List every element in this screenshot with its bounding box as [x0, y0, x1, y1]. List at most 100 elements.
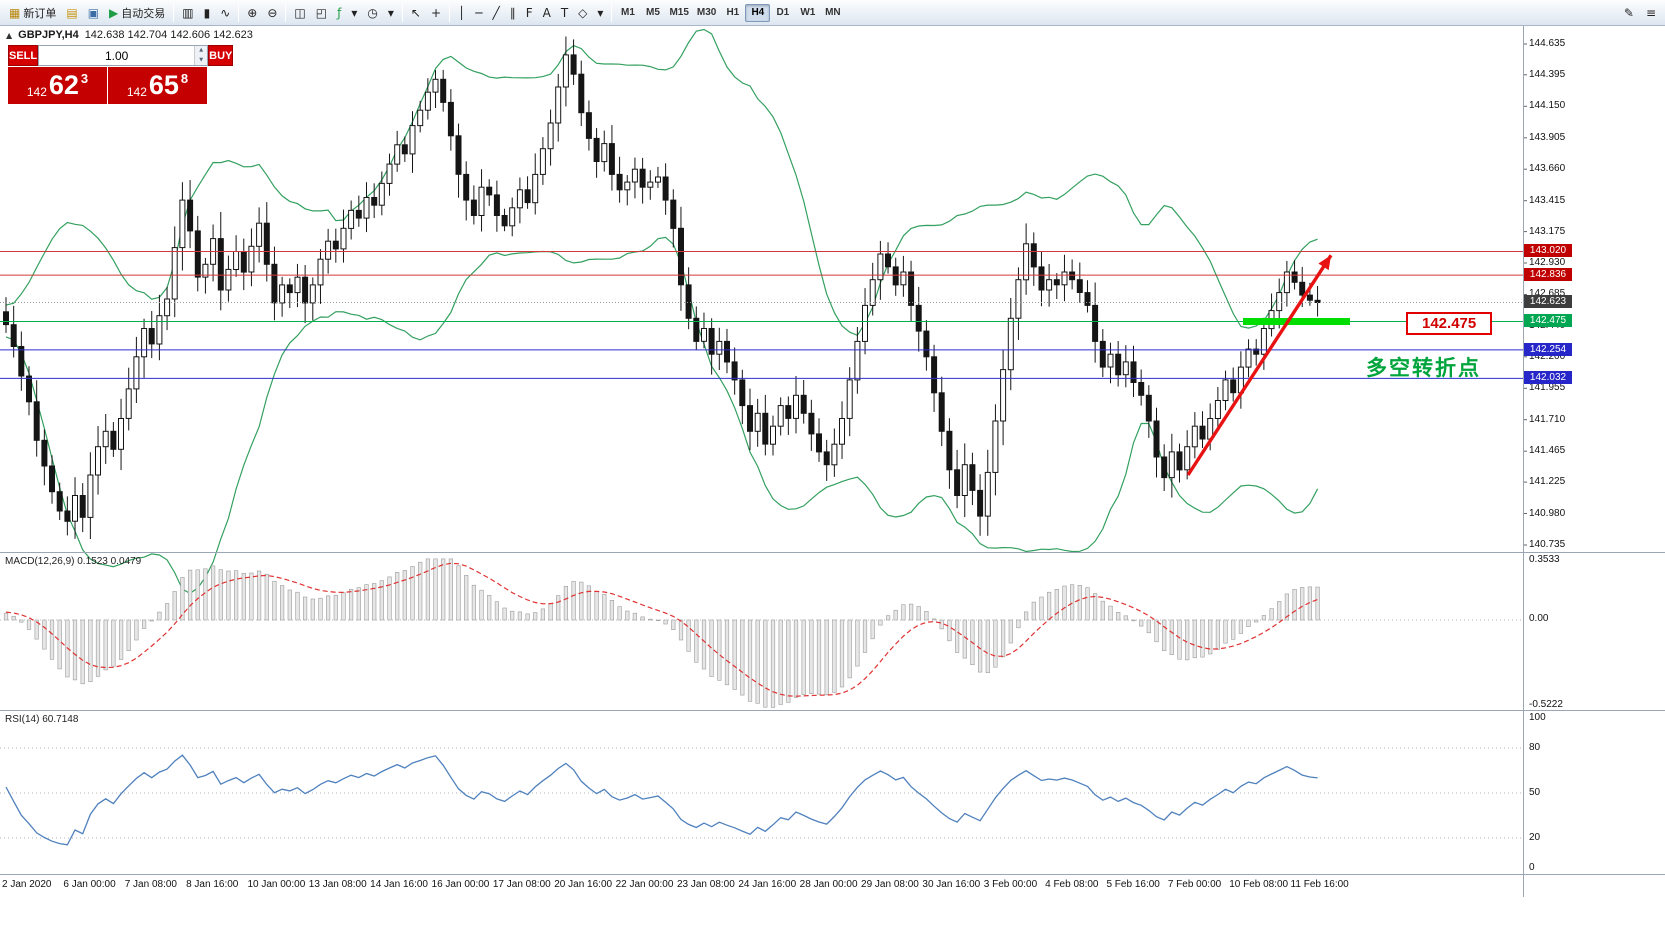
chart-bars-button[interactable]: ▥ [177, 3, 198, 23]
chart-line-icon: ∿ [220, 5, 231, 20]
chart-line-button[interactable]: ∿ [215, 3, 235, 23]
rsi-indicator-label: RSI(14) 60.7148 [5, 714, 79, 725]
symbol-info: ▲ GBPJPY,H4 142.638 142.704 142.606 142.… [6, 29, 253, 41]
shapes-icon: ▾ [597, 5, 604, 20]
text-icon: A [542, 5, 551, 20]
sell-price-display[interactable]: 142 62 3 [8, 67, 107, 104]
macd-indicator-label: MACD(12,26,9) 0.1523 0.0479 [5, 556, 142, 567]
time-axis-separator [0, 874, 1665, 875]
tile-windows-icon: ◫ [294, 5, 306, 20]
zoom-out-icon: ⊖ [267, 5, 278, 20]
timeframe-d1-button[interactable]: D1 [770, 4, 795, 22]
shapes-dropdown[interactable]: ▾ [592, 3, 608, 23]
one-click-trading-panel: SELL ▲ ▼ BUY 142 62 3 142 65 8 [8, 45, 234, 104]
collapse-panel-icon[interactable]: ▲ [6, 30, 13, 40]
periods-icon: ◷ [367, 5, 378, 20]
timeframe-m15-button[interactable]: M15 [665, 4, 692, 22]
timeframe-m5-button[interactable]: M5 [640, 4, 665, 22]
edit-toolbar-button[interactable]: ✎ [1619, 3, 1639, 23]
charts-icon: ▤ [66, 5, 78, 20]
new-chart-button[interactable]: ◰ [311, 3, 332, 23]
buy-price-pipette: 8 [180, 71, 189, 86]
toolbar-separator [449, 3, 450, 22]
timeframe-w1-button[interactable]: W1 [795, 4, 820, 22]
toolbar-right-group: ✎ ≡ [1619, 3, 1661, 23]
shapes-icon: ◇ [578, 5, 588, 20]
zoom-in-button[interactable]: ⊕ [242, 3, 262, 23]
text-button[interactable]: A [538, 3, 556, 23]
periods-icon: ▾ [387, 5, 394, 20]
chart-candles-button[interactable]: ▮ [199, 3, 216, 23]
sell-price-big: 62 [48, 70, 79, 100]
channel-icon: ∥ [509, 5, 516, 20]
sell-button[interactable]: SELL [8, 45, 39, 66]
autotrading-icon: ▶ [109, 5, 119, 20]
channel-button[interactable]: ∥ [505, 3, 521, 23]
toolbar-separator [401, 3, 403, 22]
timeframe-m1-button[interactable]: M1 [615, 4, 640, 22]
crosshair-button[interactable]: + [426, 3, 446, 23]
label-icon: T [560, 5, 569, 20]
profiles-button[interactable]: ▣ [83, 3, 104, 23]
sell-price-pipette: 3 [80, 71, 89, 86]
new-order-button[interactable]: ▦ 新订单 [4, 3, 61, 23]
macd-panel-separator[interactable] [0, 552, 1665, 553]
pivot-point-annotation[interactable]: 多空转折点 [1366, 357, 1481, 380]
vertical-line-button[interactable]: │ [453, 3, 470, 23]
timeframe-mn-button[interactable]: MN [820, 4, 845, 22]
buy-price-display[interactable]: 142 65 8 [108, 67, 207, 104]
fibonacci-icon: F [525, 5, 533, 20]
edit-toolbar-icon: ✎ [1623, 5, 1634, 20]
toolbar-separator [285, 3, 287, 22]
charts-button[interactable]: ▤ [61, 3, 82, 23]
volume-down-button[interactable]: ▼ [195, 55, 208, 65]
indicators-dropdown[interactable]: ▾ [346, 3, 362, 23]
autotrading-button[interactable]: ▶ 自动交易 [104, 3, 170, 23]
new-order-button-label: 新订单 [23, 7, 57, 20]
symbol-ohlc-values: 142.638 142.704 142.606 142.623 [84, 29, 253, 41]
indicators-icon: ▾ [351, 5, 358, 20]
horizontal-line-button[interactable]: ─ [470, 3, 487, 23]
volume-up-button[interactable]: ▲ [195, 46, 208, 56]
periods-dropdown[interactable]: ▾ [383, 3, 399, 23]
macd-scale-min: -0.5222 [1529, 699, 1563, 710]
profiles-icon: ▣ [87, 5, 100, 20]
fibonacci-button[interactable]: F [521, 3, 538, 23]
periods-button[interactable]: ◷ [362, 3, 382, 23]
new-order-icon: ▦ [9, 5, 21, 20]
symbol-name: GBPJPY,H4 [18, 29, 79, 41]
vertical-line-icon: │ [458, 5, 466, 20]
shapes-button[interactable]: ◇ [573, 3, 592, 23]
macd-scale-zero: 0.00 [1529, 613, 1549, 624]
tile-windows-button[interactable]: ◫ [289, 3, 310, 23]
price-level-annotation[interactable]: 142.475 [1406, 312, 1493, 335]
main-toolbar: ▦ 新订单 ▤ ▣ ▶ 自动交易 ▥ ▮ ∿ ⊕ ⊖ ◫ ◰ ƒ ▾ ◷ ▾ ↖ + │ ─ ╱ ∥ F A T ◇ ▾ M1 M5 M15… [0, 0, 1665, 26]
chart-bars-icon: ▥ [182, 5, 194, 20]
rsi-panel-separator[interactable] [0, 710, 1665, 711]
crosshair-icon: + [430, 5, 441, 20]
trendline-icon: ╱ [492, 5, 500, 20]
autotrading-button-label: 自动交易 [121, 7, 166, 20]
indicators-button[interactable]: ƒ [332, 3, 346, 23]
buy-price-prefix: 142 [126, 85, 147, 99]
toolbar-separator [611, 3, 613, 22]
trendline-button[interactable]: ╱ [487, 3, 504, 23]
cursor-icon: ↖ [410, 5, 421, 20]
zoom-out-button[interactable]: ⊖ [262, 3, 282, 23]
volume-spinner: ▲ ▼ [194, 46, 208, 65]
timeframe-h1-button[interactable]: H1 [720, 4, 745, 22]
label-button[interactable]: T [556, 3, 573, 23]
horizontal-line-icon: ─ [475, 5, 483, 20]
new-chart-icon: ◰ [315, 5, 328, 20]
cursor-button[interactable]: ↖ [406, 3, 426, 23]
timeframe-m30-button[interactable]: M30 [693, 4, 720, 22]
zoom-in-icon: ⊕ [247, 5, 258, 20]
buy-button[interactable]: BUY [208, 45, 234, 66]
price-axis-separator [1523, 26, 1524, 897]
timeframe-h4-button[interactable]: H4 [745, 3, 771, 22]
toolbar-menu-button[interactable]: ≡ [1641, 3, 1661, 23]
volume-input[interactable] [39, 46, 195, 65]
sell-price-prefix: 142 [26, 85, 47, 99]
